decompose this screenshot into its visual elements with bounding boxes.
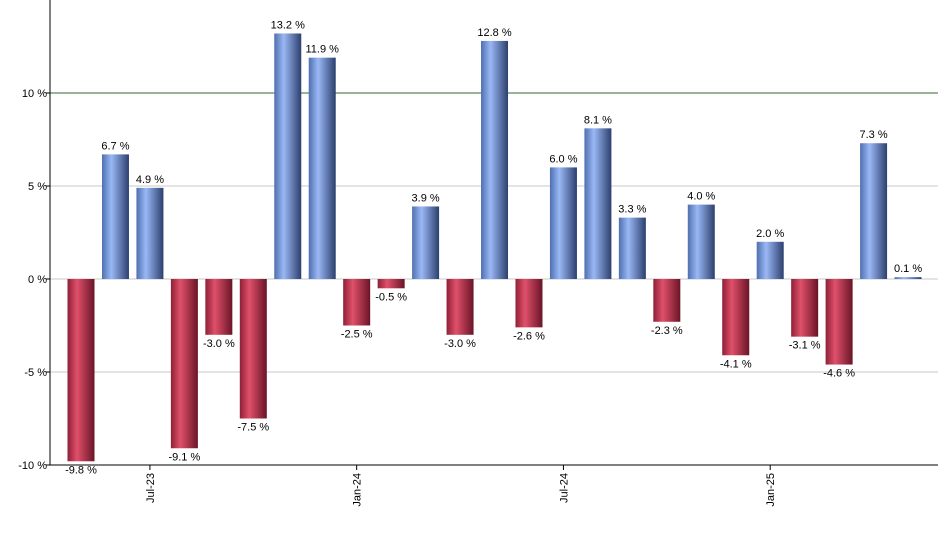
data-label: 13.2 % (271, 19, 305, 31)
data-label: -3.0 % (203, 338, 235, 350)
bar-positive (136, 187, 164, 279)
bar-positive (687, 204, 715, 279)
data-label: 3.3 % (618, 204, 646, 216)
bar-positive (101, 154, 129, 279)
data-label: 8.1 % (584, 114, 612, 126)
data-label: -4.1 % (720, 358, 752, 370)
data-label: -2.5 % (341, 329, 373, 341)
bar-positive (274, 33, 302, 280)
bar-negative (377, 279, 405, 289)
data-label: -3.1 % (789, 340, 821, 352)
bar-positive (894, 277, 922, 279)
y-tick-label: 10 % (22, 88, 47, 100)
bar-negative (343, 279, 371, 326)
x-tick-label: Jul-24 (558, 473, 570, 503)
x-tick-label: Jan-25 (765, 473, 777, 507)
data-label: -0.5 % (375, 291, 407, 303)
data-label: 12.8 % (477, 27, 511, 39)
data-label: -2.3 % (651, 325, 683, 337)
bar-negative (722, 279, 750, 356)
data-label: 11.9 % (306, 44, 340, 56)
data-label: 2.0 % (756, 228, 784, 240)
data-label: -4.6 % (823, 368, 855, 380)
y-tick-label: 5 % (28, 181, 47, 193)
bar-negative (825, 279, 853, 365)
bar-positive (756, 241, 784, 279)
y-tick-label: 0 % (28, 274, 47, 286)
data-label: 4.0 % (687, 191, 715, 203)
data-label: 4.9 % (136, 174, 164, 186)
x-tick-label: Jul-23 (145, 473, 157, 503)
bar-negative (67, 279, 95, 462)
bar-positive (412, 206, 440, 279)
bar-negative (205, 279, 233, 335)
bar-negative (170, 279, 198, 449)
bar-negative (515, 279, 543, 328)
bar-negative (653, 279, 681, 322)
axes: -10 % -5 % 0 % 5 % 10 % Jul-23 Jan-24 Jul-24 Jan… (18, 0, 938, 507)
bar-negative (239, 279, 267, 419)
bar-positive (549, 167, 577, 279)
bar-negative (791, 279, 819, 337)
data-labels: -9.8 % 6.7 % 4.9 % -9.1 % -3.0 % -7.5 % 13.2 %… (65, 19, 922, 476)
x-tick-label: Jan-24 (352, 473, 364, 507)
data-label: 6.0 % (549, 153, 577, 165)
data-label: -7.5 % (237, 422, 269, 434)
data-label: -3.0 % (444, 338, 476, 350)
bar-positive (860, 143, 888, 279)
data-label: 0.1 % (894, 263, 922, 275)
data-label: -9.1 % (168, 451, 200, 463)
y-tick-label: -5 % (24, 367, 47, 379)
data-label: 7.3 % (860, 129, 888, 141)
y-tick-label: -10 % (18, 460, 47, 472)
data-label: 6.7 % (101, 140, 129, 152)
data-label: -2.6 % (513, 330, 545, 342)
data-label: -9.8 % (65, 464, 97, 476)
data-label: 3.9 % (412, 192, 440, 204)
bar-positive (618, 217, 646, 279)
bar-positive (308, 57, 336, 279)
bars (67, 33, 922, 462)
bar-positive (584, 128, 612, 279)
bar-positive (481, 40, 509, 279)
bar-negative (446, 279, 474, 335)
